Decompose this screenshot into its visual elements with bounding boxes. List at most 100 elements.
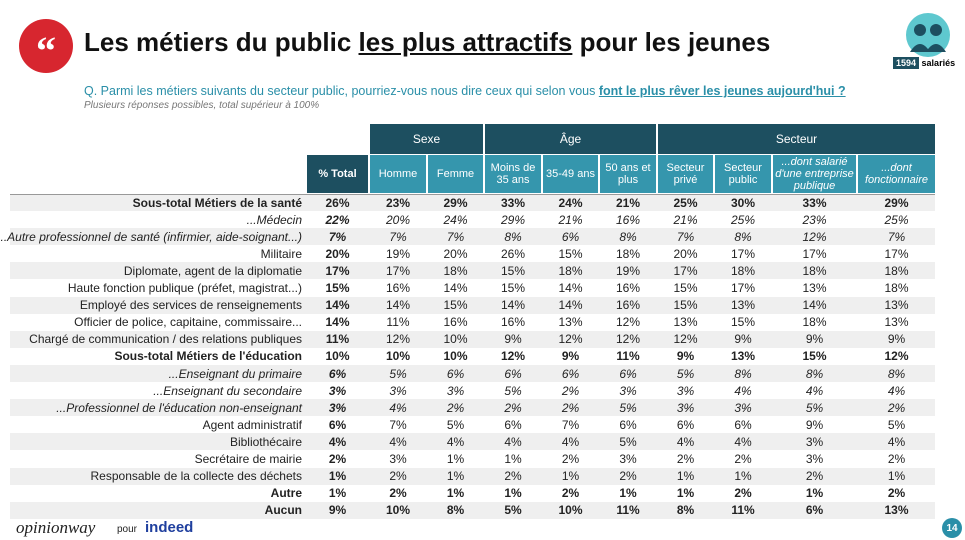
cell-value: 6%	[504, 366, 522, 381]
cell-value: 15%	[673, 281, 698, 296]
cell-value: 7%	[389, 417, 407, 432]
cell-value: 16%	[385, 281, 411, 296]
badge-label: salariés	[921, 58, 956, 68]
cell-value: 26%	[325, 195, 350, 210]
cell-value: 13%	[730, 298, 756, 313]
cell-value: 6%	[619, 366, 637, 381]
row-bg	[10, 416, 935, 434]
cell-value: 15%	[500, 281, 526, 296]
column-header: Secteur public	[715, 155, 771, 193]
cell-value: 15%	[443, 298, 468, 313]
cell-value: 3%	[619, 383, 637, 398]
cell-value: 12%	[615, 315, 641, 330]
page-number: 14	[942, 518, 962, 538]
row-bg	[10, 228, 935, 246]
cell-value: 3%	[389, 383, 407, 398]
question-highlight: font le plus rêver les jeunes aujourd'hu…	[598, 84, 846, 98]
title-part: Les métiers du public	[84, 27, 359, 57]
cell-value: 7%	[328, 229, 347, 244]
cell-value: 20%	[385, 212, 411, 227]
cell-value: 15%	[325, 281, 350, 296]
row-bg	[10, 296, 935, 314]
column-header: ...dont fonctionnaire	[858, 155, 935, 193]
cell-value: 14%	[802, 298, 827, 313]
column-header: 35-49 ans	[543, 155, 598, 193]
cell-value: 2%	[504, 469, 522, 484]
cell-value: 2%	[389, 486, 407, 501]
cell-value: 4%	[504, 434, 522, 449]
cell-value: 4%	[561, 434, 580, 449]
title: Les métiers du public les plus attractif…	[84, 27, 770, 58]
cell-value: 7%	[446, 229, 465, 244]
cell-value: 1%	[328, 469, 347, 484]
cell-value: 11%	[616, 349, 640, 364]
cell-value: 18%	[884, 281, 909, 296]
cell-value: 2%	[561, 452, 580, 467]
cell-value: 3%	[734, 400, 752, 415]
cell-value: 14%	[325, 315, 350, 330]
cell-value: 1%	[328, 486, 347, 501]
cell-value: 9%	[734, 332, 752, 347]
cell-value: 2%	[676, 452, 695, 467]
row-bg	[10, 382, 935, 400]
cell-value: 7%	[676, 229, 695, 244]
column-header: Homme	[370, 155, 426, 193]
cell-value: 11%	[616, 503, 640, 518]
cell-value: 26%	[500, 246, 526, 261]
cell-value: 2%	[561, 400, 580, 415]
note: Plusieurs réponses possibles, total supé…	[84, 100, 320, 111]
cell-value: 1%	[561, 469, 580, 484]
cell-value: 2%	[446, 400, 465, 415]
cell-value: 2%	[734, 486, 752, 501]
row-bg	[10, 330, 935, 348]
row-label: Secrétaire de mairie	[194, 452, 302, 467]
cell-value: 6%	[805, 503, 824, 518]
cell-value: 6%	[561, 366, 580, 381]
cell-value: 2%	[887, 486, 906, 501]
cell-value: 9%	[328, 503, 347, 518]
cell-value: 3%	[676, 400, 695, 415]
cell-value: 6%	[504, 417, 522, 432]
cell-value: 16%	[443, 315, 468, 330]
cell-value: 2%	[389, 469, 407, 484]
cell-value: 16%	[615, 212, 641, 227]
row-label: Chargé de communication / des relations …	[29, 332, 302, 347]
column-header: 50 ans et plus	[600, 155, 656, 193]
column-header: Femme	[428, 155, 483, 193]
cell-value: 24%	[558, 195, 583, 210]
group-header: Secteur	[658, 124, 935, 154]
cell-value: 3%	[446, 383, 465, 398]
cell-value: 5%	[504, 383, 522, 398]
cell-value: 1%	[676, 469, 695, 484]
column-header: ...dont salarié d'une entreprise publiqu…	[773, 155, 856, 193]
cell-value: 2%	[887, 400, 906, 415]
cell-value: 14%	[443, 281, 468, 296]
cell-value: 12%	[558, 332, 583, 347]
row-bg	[10, 399, 935, 417]
cell-value: 5%	[805, 400, 824, 415]
cell-value: 2%	[805, 469, 824, 484]
cell-value: 23%	[802, 212, 827, 227]
cell-value: 6%	[561, 229, 580, 244]
cell-value: 6%	[328, 417, 347, 432]
cell-value: 13%	[730, 349, 756, 364]
cell-value: 4%	[805, 383, 824, 398]
cell-value: 21%	[615, 195, 641, 210]
question: Q. Parmi les métiers suivants du secteur…	[84, 84, 846, 98]
cell-value: 7%	[389, 229, 407, 244]
cell-value: 3%	[805, 434, 824, 449]
cell-value: 5%	[504, 503, 522, 518]
partner: indeed	[145, 519, 194, 536]
cell-value: 9%	[887, 332, 906, 347]
cell-value: 11%	[325, 332, 350, 347]
cell-value: 8%	[619, 229, 637, 244]
cell-value: 15%	[730, 315, 756, 330]
cell-value: 14%	[500, 298, 526, 313]
row-label: Aucun	[264, 503, 302, 518]
question-text: Q. Parmi les métiers suivants du secteur…	[84, 84, 599, 98]
cell-value: 16%	[615, 298, 641, 313]
row-label: Agent administratif	[202, 417, 302, 432]
cell-value: 3%	[619, 452, 637, 467]
cell-value: 21%	[558, 212, 583, 227]
